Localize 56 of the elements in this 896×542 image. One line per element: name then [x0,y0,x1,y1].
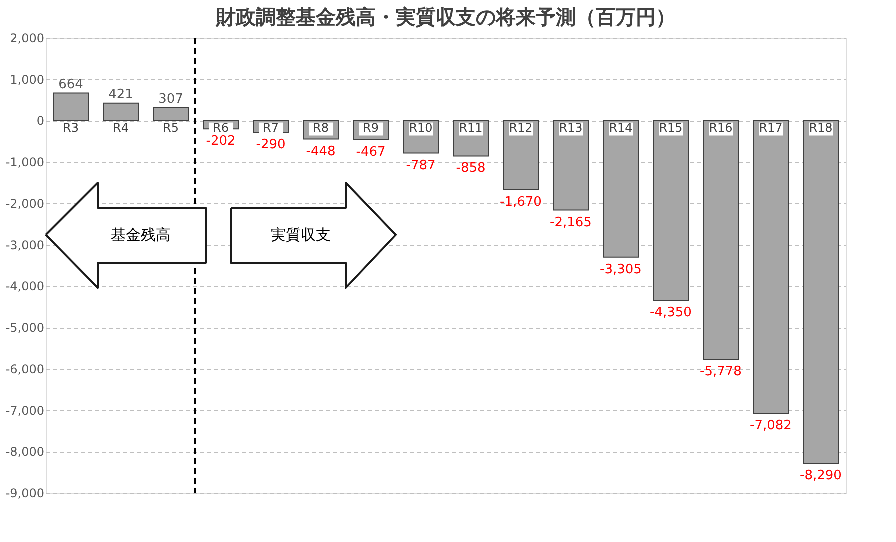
x-tick-label: R10 [409,121,433,136]
bar [603,120,639,258]
y-tick-label: -6,000 [6,362,44,376]
x-tick-label: R12 [509,121,533,136]
y-tick-label: 0 [36,114,44,128]
data-label: -467 [356,145,386,160]
data-label: -858 [456,161,486,176]
y-tick-label: 1,000 [10,72,44,87]
y-tick-label: -9,000 [6,486,44,500]
x-tick-label: R6 [213,121,229,136]
data-label: -4,350 [650,306,692,321]
data-label: -2,165 [550,215,592,230]
x-tick-label: R17 [759,121,783,136]
x-tick-label: R14 [609,121,633,136]
x-tick-label: R5 [163,121,179,136]
y-tick-label: -8,000 [6,445,44,460]
y-tick-label: -3,000 [6,238,44,252]
bar [703,120,739,360]
bar [753,120,789,414]
data-label: -448 [306,144,336,160]
bar [153,108,189,122]
bar [103,102,139,122]
data-label: 307 [158,92,184,108]
bar [53,92,89,122]
data-label: 664 [58,77,84,92]
x-tick-label: R8 [313,121,329,136]
data-label: -5,778 [700,364,742,380]
x-tick-label: R9 [363,121,379,136]
annotation: 実質収支 [271,226,331,244]
data-label: -8,290 [800,468,842,484]
data-label: -202 [206,134,236,150]
data-label: -7,082 [750,418,792,434]
x-tick-label: R15 [659,121,683,136]
data-label: -787 [406,158,436,174]
x-tick-label: R16 [709,121,733,136]
bar [803,120,839,464]
x-tick-label: R18 [809,121,833,136]
y-tick-label: -5,000 [6,321,44,336]
data-label: -3,305 [600,262,642,278]
bar [503,120,539,190]
annotation: 基金残高 [111,226,171,244]
x-tick-label: R3 [63,121,79,136]
y-tick-label: -1,000 [6,156,44,170]
data-label: -290 [256,138,286,153]
bar [553,120,589,211]
x-tick-label: R13 [559,121,583,136]
y-tick-label: -2,000 [6,196,44,211]
data-label: 421 [108,87,134,102]
y-tick-label: 2,000 [10,32,44,46]
y-tick-label: -7,000 [6,404,44,418]
data-label: -1,670 [500,194,542,210]
chart-title: 財政調整基金残高・実質収支の将来予測（百万円） [215,5,676,29]
y-tick-label: -4,000 [6,280,44,294]
bar [653,120,689,302]
x-tick-label: R11 [459,121,483,136]
x-tick-label: R4 [113,121,129,136]
